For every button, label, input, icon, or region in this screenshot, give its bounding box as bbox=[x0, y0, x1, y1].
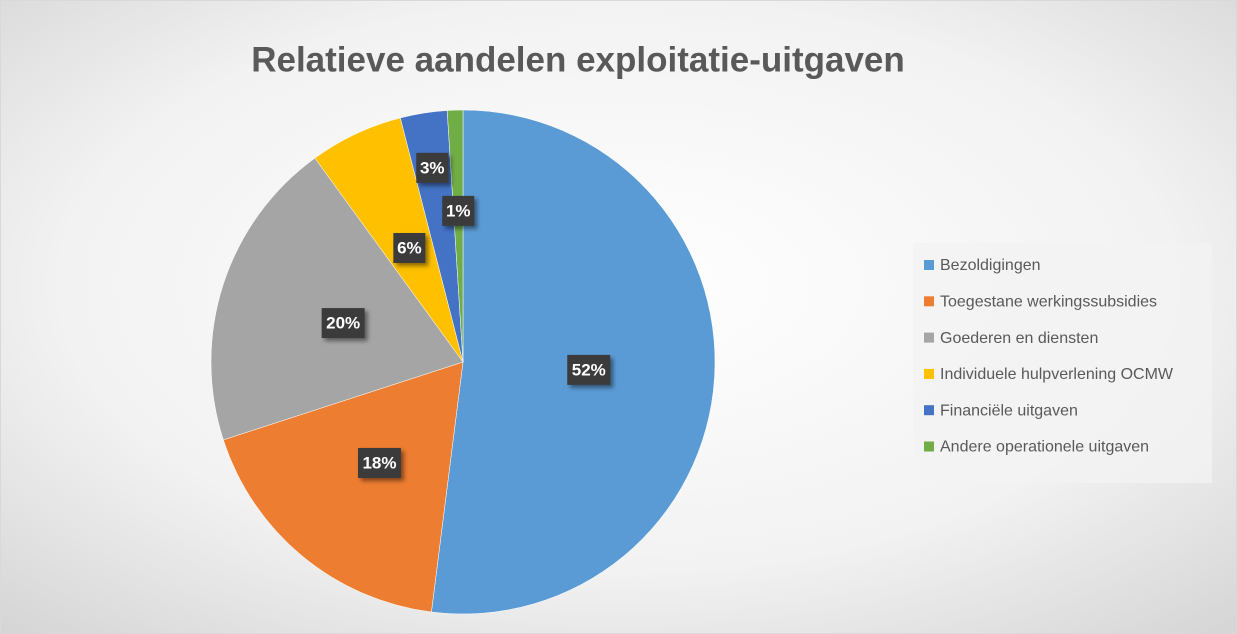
pie-slice bbox=[210, 157, 464, 441]
value-label-box bbox=[393, 232, 426, 263]
value-label: 18% bbox=[362, 453, 396, 472]
legend-swatch bbox=[924, 441, 934, 452]
legend-swatch bbox=[924, 332, 934, 343]
legend-label: Goederen en diensten bbox=[940, 330, 1098, 347]
chart-title: Relatieve aandelen exploitatie-uitgaven bbox=[251, 40, 905, 79]
value-label: 52% bbox=[572, 360, 606, 379]
legend-swatch bbox=[924, 405, 934, 416]
value-label-box bbox=[321, 308, 365, 339]
legend-label: Andere operationele uitgaven bbox=[940, 439, 1149, 456]
legend-label: Toegestane werkingssubsidies bbox=[940, 294, 1157, 311]
legend-box bbox=[913, 243, 1212, 483]
legend-label: Individuele hulpverlening OCMW bbox=[940, 366, 1174, 383]
legend-swatch bbox=[924, 296, 934, 307]
value-label: 1% bbox=[446, 201, 471, 220]
value-label-box bbox=[357, 447, 401, 478]
legend-swatch bbox=[924, 368, 934, 379]
value-label-box bbox=[416, 152, 449, 183]
value-label: 6% bbox=[397, 238, 422, 257]
pie-slice bbox=[223, 361, 464, 613]
value-label-box bbox=[567, 354, 611, 385]
legend-swatch bbox=[924, 260, 934, 270]
legend-label: Bezoldigingen bbox=[940, 257, 1041, 274]
value-label: 20% bbox=[326, 314, 360, 333]
legend-label: Financiële uitgaven bbox=[940, 402, 1078, 419]
pie-slice bbox=[446, 109, 464, 363]
value-label-box bbox=[442, 195, 475, 226]
value-label: 3% bbox=[420, 158, 445, 177]
